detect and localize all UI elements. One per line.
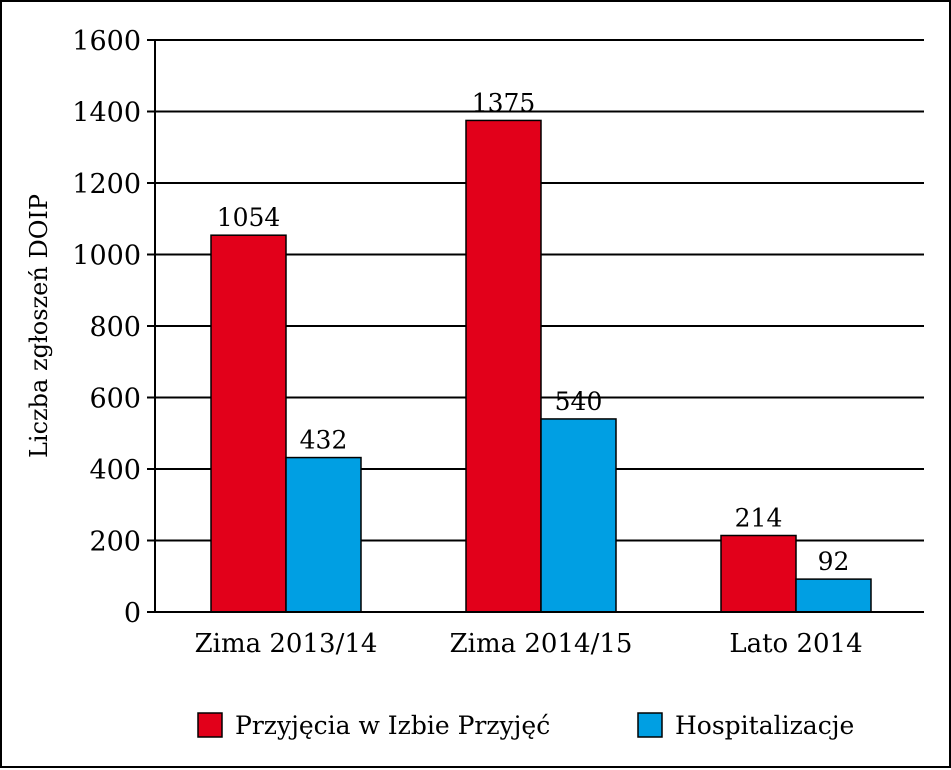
legend: Przyjęcia w Izbie Przyjęć Hospitalizacje — [197, 711, 854, 740]
bar-hospitalizations — [795, 578, 872, 613]
y-tick-label: 1400 — [72, 98, 141, 129]
bars — [210, 119, 872, 613]
bar-admissions — [210, 234, 287, 613]
legend-swatch — [197, 712, 223, 738]
category-label: Zima 2014/15 — [450, 629, 633, 659]
y-tick-label: 200 — [89, 527, 141, 558]
y-tick-label: 600 — [89, 384, 141, 415]
data-labels: 1054 432 1375 540 214 92 — [217, 88, 850, 576]
data-label: 432 — [300, 426, 348, 455]
y-tick-label: 1200 — [72, 169, 141, 200]
y-tick-label: 1000 — [72, 241, 141, 272]
data-label: 1054 — [217, 203, 281, 232]
y-tick-label: 0 — [124, 598, 141, 629]
bar-hospitalizations — [540, 418, 617, 613]
data-label: 214 — [735, 503, 783, 532]
y-axis-title: Liczba zgłoszeń DOIP — [25, 194, 53, 458]
legend-swatch — [637, 712, 663, 738]
y-tick-label: 800 — [89, 312, 141, 343]
legend-label: Przyjęcia w Izbie Przyjęć — [235, 711, 550, 740]
y-axis-ticks: 0 200 400 600 800 1000 1200 1400 1600 — [72, 26, 155, 629]
legend-label: Hospitalizacje — [675, 711, 854, 740]
category-labels: Zima 2013/14 Zima 2014/15 Lato 2014 — [195, 629, 863, 659]
category-label: Lato 2014 — [729, 629, 862, 659]
category-label: Zima 2013/14 — [195, 629, 378, 659]
bar-hospitalizations — [285, 456, 362, 613]
data-label: 540 — [555, 387, 603, 416]
bar-admissions — [465, 119, 542, 613]
y-tick-label: 1600 — [72, 26, 141, 57]
data-label: 92 — [818, 547, 850, 576]
y-tick-label: 400 — [89, 455, 141, 486]
bar-admissions — [720, 534, 797, 613]
data-label: 1375 — [472, 88, 536, 117]
